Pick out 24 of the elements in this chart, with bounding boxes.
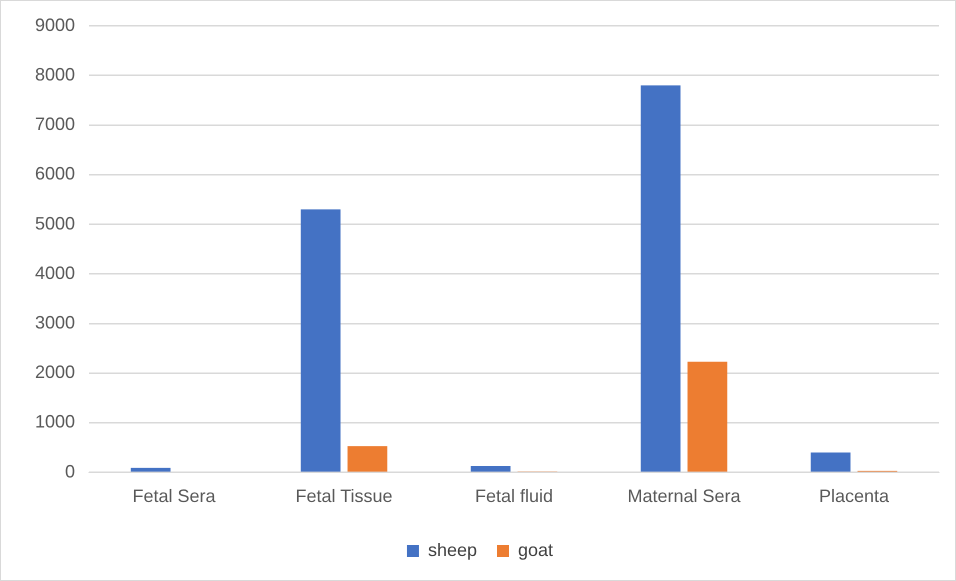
y-tick-label: 7000 [34,114,76,134]
x-tick-label: Fetal fluid [475,486,554,506]
y-tick-label: 6000 [34,164,76,184]
x-tick-label: Placenta [818,486,890,506]
y-tick-label: 1000 [34,412,76,432]
bar [130,468,171,472]
y-tick-label: 4000 [34,262,76,283]
bar [810,452,850,472]
bar [470,466,511,472]
legend-label: goat [518,540,554,560]
y-tick-label: 0 [65,461,76,482]
y-tick-label: 3000 [34,312,76,332]
bar [300,209,341,472]
bar [688,362,728,472]
y-tick-label: 8000 [34,64,76,84]
x-tick-label: Fetal Sera [132,486,217,506]
x-tick-label: Fetal Tissue [296,486,393,506]
y-tick-label: 9000 [34,14,76,35]
bar [640,85,681,472]
y-tick-label: 2000 [34,362,76,382]
legend-label: sheep [428,540,478,560]
bar [348,446,388,472]
x-tick-label: Maternal Sera [627,486,742,506]
y-tick-label: 5000 [34,213,76,234]
